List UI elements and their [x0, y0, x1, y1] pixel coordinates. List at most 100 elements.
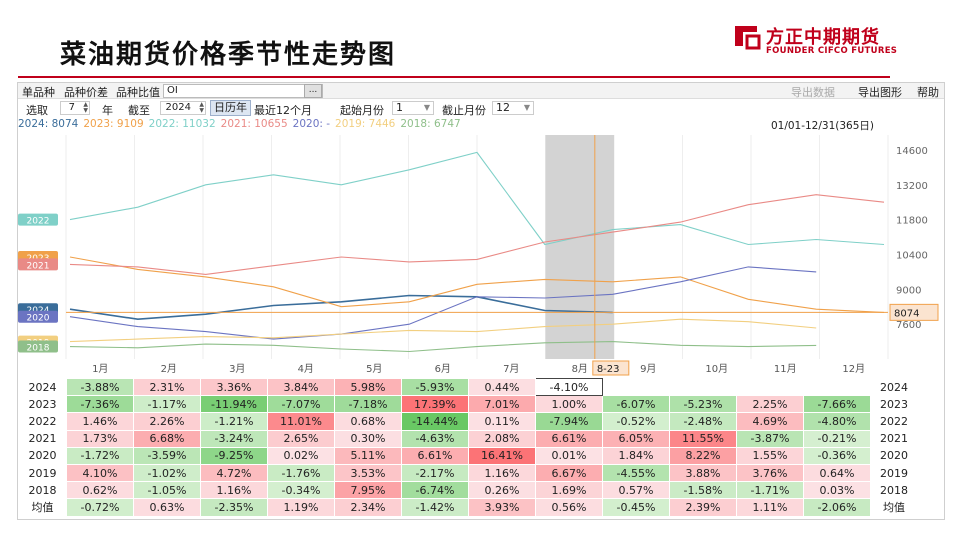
y-tick-label: 13200 — [896, 181, 928, 192]
table-cell: 0.57% — [602, 481, 670, 500]
table-cell: -6.74% — [401, 481, 469, 500]
series-tag-2021 — [18, 258, 58, 271]
table-cell: -3.88% — [66, 377, 134, 397]
table-cell: -1.42% — [401, 498, 469, 517]
table-cell: 3.88% — [669, 463, 737, 483]
row-year-label: 2023 — [870, 395, 918, 414]
until-year-stepper[interactable]: 2024 ▲ ▼ — [160, 101, 206, 115]
table-cell: 1.19% — [267, 498, 335, 517]
stepper-arrows-icon[interactable]: ▲ ▼ — [199, 101, 204, 114]
x-tick-label: 3月 — [229, 363, 245, 375]
menu-spread[interactable]: 品种价差 — [64, 86, 108, 99]
series-line-2023 — [69, 256, 885, 313]
symbol-input[interactable]: OI — [163, 84, 323, 98]
table-cell: 7.95% — [334, 481, 402, 500]
legend-item[interactable]: 2021: 10655 — [220, 118, 288, 130]
row-year-label: 2020 — [870, 446, 918, 465]
table-cell: 0.56% — [535, 498, 603, 517]
table-cell: -3.87% — [736, 429, 804, 448]
table-cell: 0.26% — [468, 481, 536, 500]
current-value-label: 8074 — [894, 308, 919, 319]
table-cell: -0.52% — [602, 412, 670, 431]
monthly-change-table: 2024 -3.88% 2.31% 3.36% 3.84% 5.98% -5.93% 0.44… — [18, 377, 918, 517]
table-cell: 1.84% — [602, 446, 670, 465]
table-cell: -5.23% — [669, 395, 737, 414]
table-cell: 0.02% — [267, 446, 335, 465]
current-date-marker — [592, 360, 630, 376]
series-tag-label: 2020 — [27, 314, 50, 324]
table-cell: -9.25% — [200, 446, 268, 465]
table-cell: 7.01% — [468, 395, 536, 414]
table-cell: -1.71% — [736, 481, 804, 500]
recent-12-months-button[interactable]: 最近12个月 — [254, 104, 312, 117]
legend-item[interactable]: 2019: 7446 — [335, 118, 396, 130]
table-cell: 0.64% — [803, 463, 871, 483]
symbol-browse-button[interactable]: ... — [304, 84, 322, 98]
x-tick-label: 11月 — [774, 363, 797, 375]
x-tick-label: 9月 — [640, 363, 656, 375]
chevron-down-icon: ▼ — [523, 103, 530, 112]
table-cell: -4.63% — [401, 429, 469, 448]
series-line-2019 — [69, 318, 817, 343]
table-cell: -4.80% — [803, 412, 871, 431]
legend-item[interactable]: 2018: 6747 — [400, 118, 461, 130]
menu-ratio[interactable]: 品种比值 — [116, 86, 160, 99]
table-cell — [736, 377, 804, 397]
row-year-label: 2024 — [18, 377, 67, 397]
years-stepper[interactable]: 7 ▲ ▼ — [60, 101, 90, 115]
table-cell: 16.41% — [468, 446, 536, 465]
table-cell: -0.34% — [267, 481, 335, 500]
table-row: 2024 -3.88% 2.31% 3.36% 3.84% 5.98% -5.93% 0.44… — [18, 377, 918, 397]
table-cell: 0.63% — [133, 498, 201, 517]
row-year-label: 2024 — [870, 377, 918, 397]
help-button[interactable]: 帮助 — [917, 86, 939, 99]
x-tick-label: 6月 — [435, 363, 451, 375]
start-month-select[interactable]: 1 ▼ — [392, 101, 434, 115]
row-year-label: 2018 — [870, 481, 918, 500]
table-cell: 6.61% — [535, 429, 603, 448]
end-month-select[interactable]: 12 ▼ — [492, 101, 534, 115]
export-chart-button[interactable]: 导出图形 — [858, 86, 902, 99]
table-cell: -2.35% — [200, 498, 268, 517]
year-unit: 年 — [102, 104, 113, 117]
table-cell: -0.21% — [803, 429, 871, 448]
table-cell: 2.25% — [736, 395, 804, 414]
table-cell: 2.08% — [468, 429, 536, 448]
series-line-2022 — [69, 151, 885, 246]
menu-single[interactable]: 单品种 — [22, 86, 55, 99]
table-cell: -0.36% — [803, 446, 871, 465]
table-cell: 1.00% — [535, 395, 603, 414]
table-cell: -1.05% — [133, 481, 201, 500]
legend-item[interactable]: 2023: 9109 — [83, 118, 144, 130]
table-cell: 2.26% — [133, 412, 201, 431]
legend-item[interactable]: 2024: 8074 — [18, 118, 79, 130]
table-cell: 0.62% — [66, 481, 134, 500]
company-logo: 方正中期期货 FOUNDER CIFCO FUTURES — [733, 22, 897, 62]
table-cell: -11.94% — [200, 395, 268, 414]
series-tag-2020 — [18, 310, 58, 323]
table-cell: -7.66% — [803, 395, 871, 414]
export-data-button[interactable]: 导出数据 — [791, 86, 835, 99]
table-row: 均值 -0.72% 0.63% -2.35% 1.19% 2.34% -1.42% 3.93%… — [18, 498, 918, 517]
table-cell: 1.16% — [200, 481, 268, 500]
table-cell: 6.05% — [602, 429, 670, 448]
table-cell: -1.76% — [267, 463, 335, 483]
table-cell — [669, 377, 737, 397]
table-cell: 3.93% — [468, 498, 536, 517]
table-cell: -7.94% — [535, 412, 603, 431]
legend-item[interactable]: 2020: - — [292, 118, 331, 130]
table-cell: 2.34% — [334, 498, 402, 517]
table-cell: -7.18% — [334, 395, 402, 414]
calendar-year-button[interactable]: 日历年 — [210, 100, 251, 116]
x-tick-label: 5月 — [366, 363, 382, 375]
legend-item[interactable]: 2022: 11032 — [148, 118, 216, 130]
series-tag-2022 — [18, 213, 58, 226]
table-cell: -1.17% — [133, 395, 201, 414]
until-label: 截至 — [128, 104, 150, 117]
table-cell: -1.21% — [200, 412, 268, 431]
x-tick-label: 10月 — [705, 363, 728, 375]
table-cell — [803, 377, 871, 397]
table-cell: 1.73% — [66, 429, 134, 448]
stepper-arrows-icon[interactable]: ▲ ▼ — [83, 101, 88, 114]
seasonal-line-chart[interactable]: 14600 13200 11800 10400 9000 7600 1月 2月 3月 4月 5月 6月… — [18, 131, 944, 377]
